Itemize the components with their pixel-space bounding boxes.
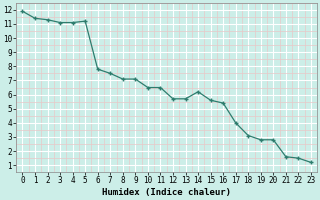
X-axis label: Humidex (Indice chaleur): Humidex (Indice chaleur) — [102, 188, 231, 197]
